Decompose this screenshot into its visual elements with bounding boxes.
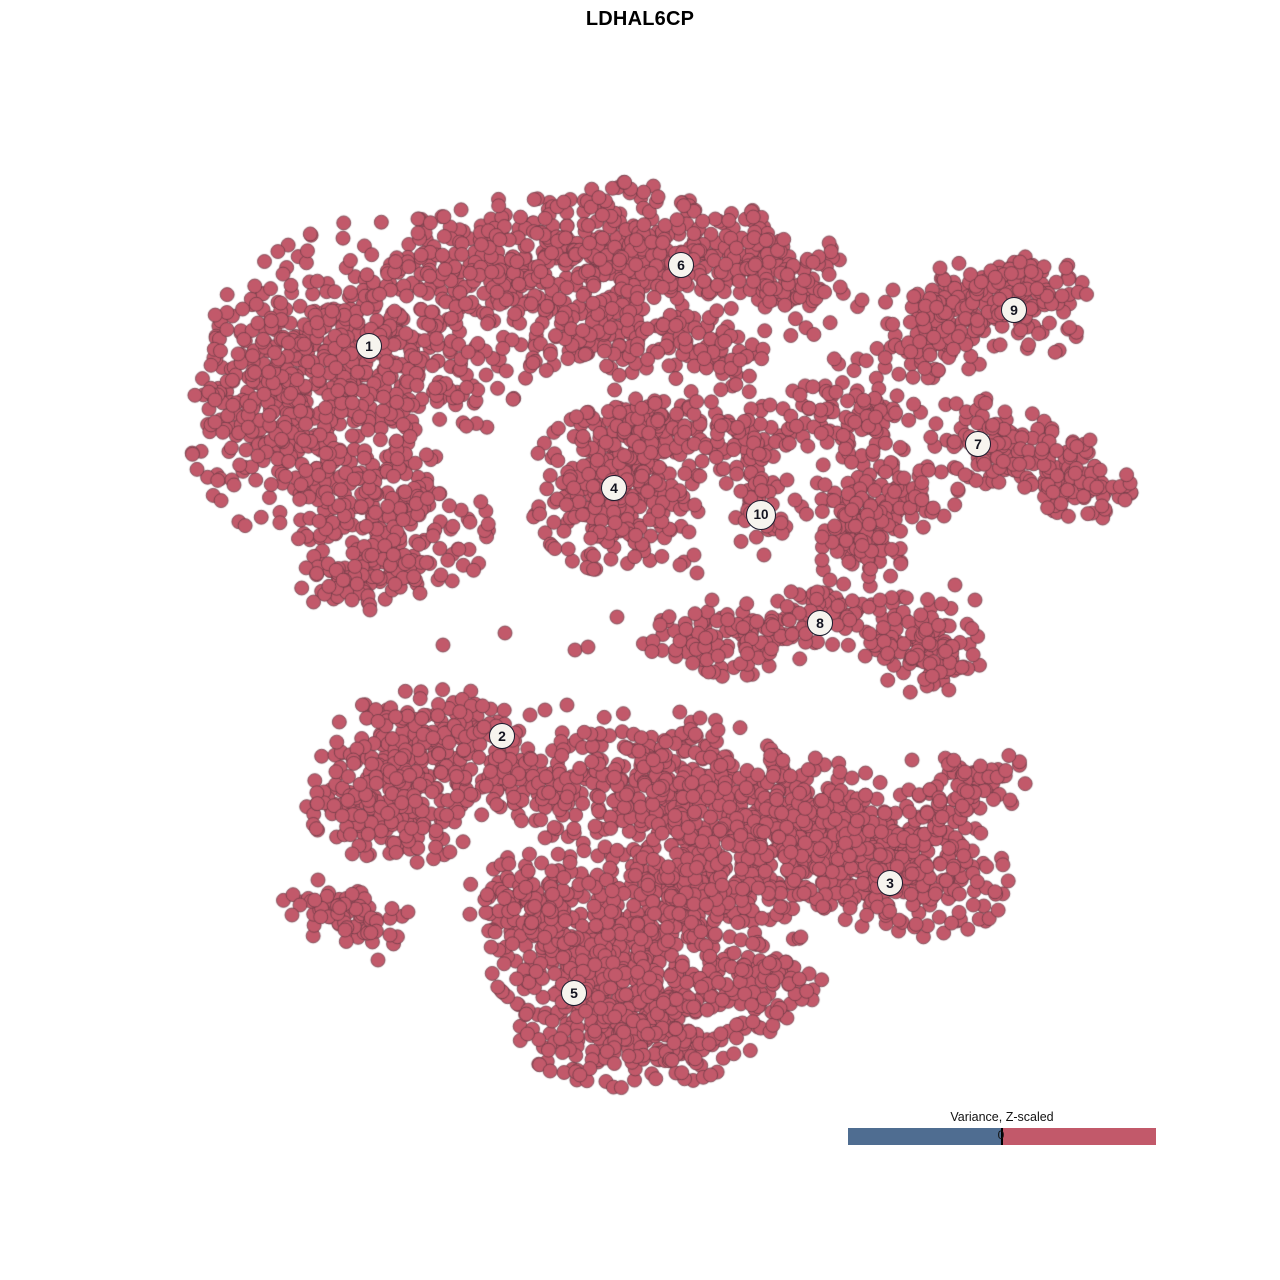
cluster-label-9[interactable]: 9 [1001,297,1027,323]
cluster-label-4[interactable]: 4 [601,475,627,501]
cluster-label-7[interactable]: 7 [965,431,991,457]
cluster-label-8[interactable]: 8 [807,610,833,636]
legend-colorbar[interactable] [848,1128,1156,1145]
legend-zero-tick-icon [1001,1128,1003,1145]
cluster-label-1[interactable]: 1 [356,333,382,359]
legend-colorbar-high-half [1001,1128,1156,1145]
cluster-label-3[interactable]: 3 [877,870,903,896]
cluster-label-6[interactable]: 6 [668,252,694,278]
legend: Variance, Z-scaled 0 [848,1110,1156,1145]
legend-title: Variance, Z-scaled [950,1110,1054,1124]
cluster-label-5[interactable]: 5 [561,980,587,1006]
legend-tick-label-zero: 0 [997,1128,1005,1142]
cluster-label-10[interactable]: 10 [746,500,776,530]
cluster-label-2[interactable]: 2 [489,723,515,749]
legend-colorbar-low-half [848,1128,1001,1145]
